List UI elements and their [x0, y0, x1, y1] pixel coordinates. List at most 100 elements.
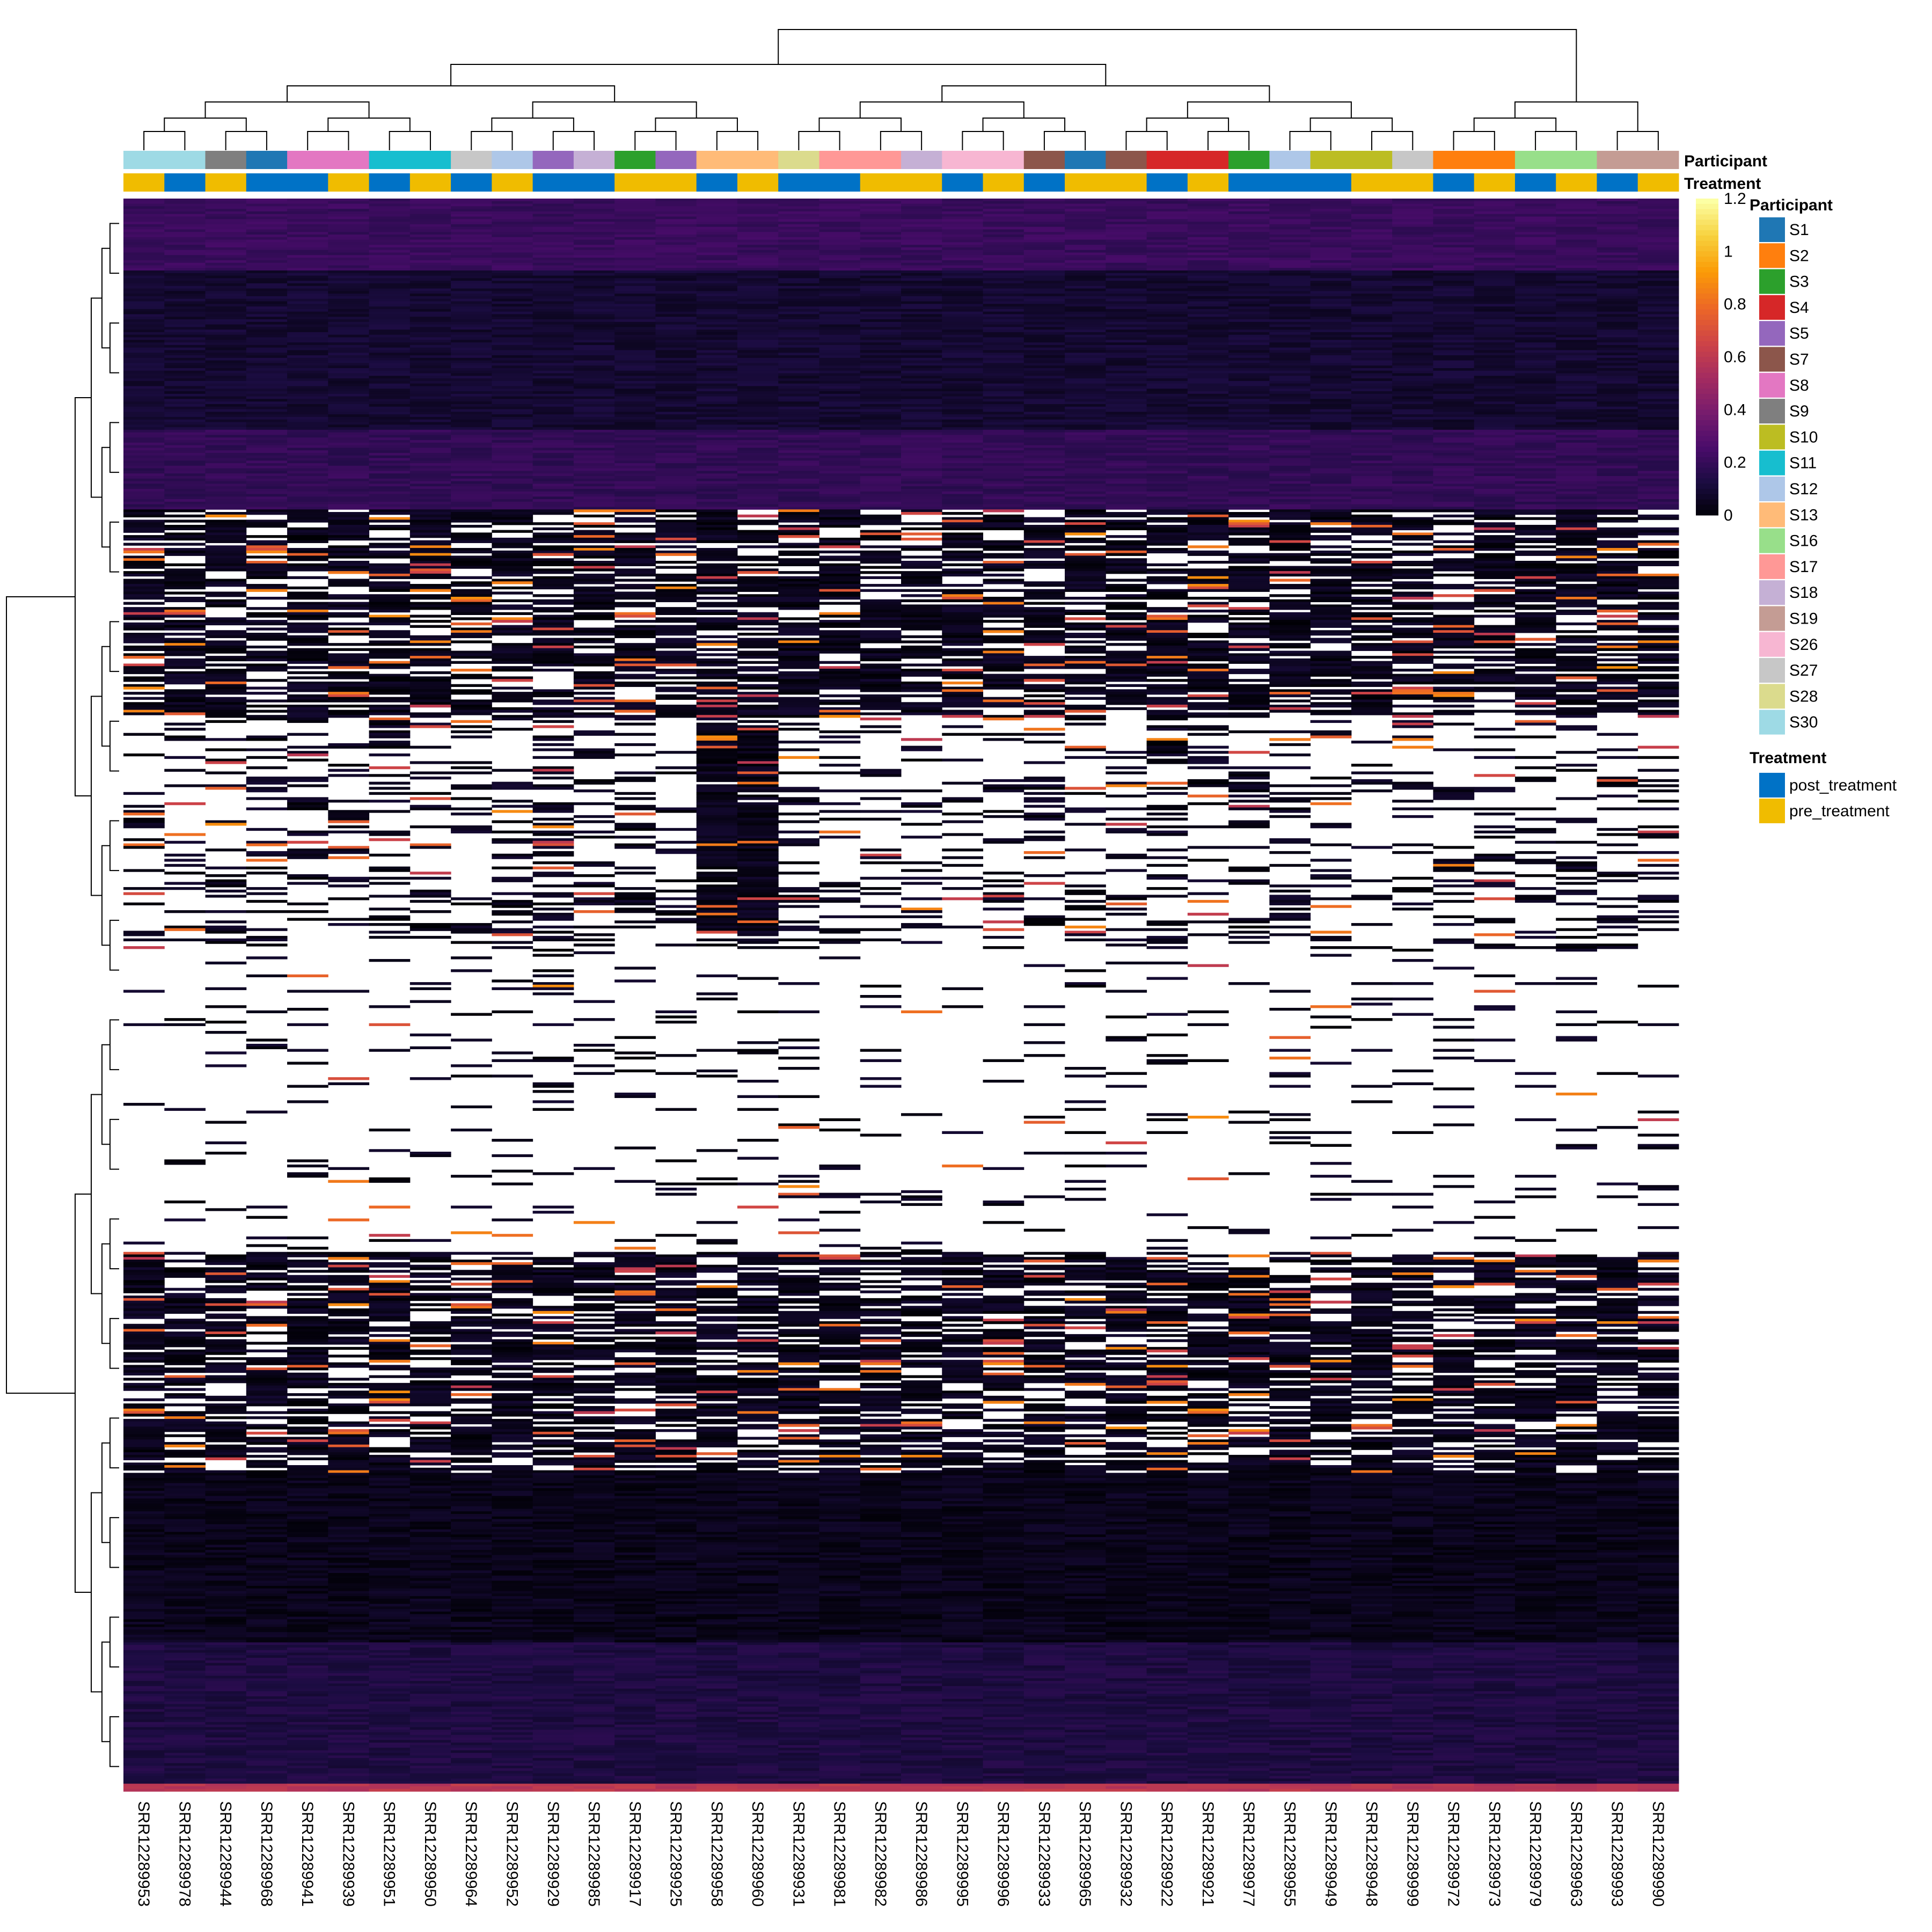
- heatmap-cell: [1310, 275, 1352, 279]
- heatmap-cell: [614, 321, 656, 325]
- heatmap-cell: [1146, 414, 1188, 418]
- heatmap-cell: [123, 409, 165, 412]
- treatment-cell-SRR12289999: [1392, 173, 1433, 192]
- heatmap-cell: [287, 442, 328, 446]
- heatmap-cell: [737, 429, 779, 433]
- heatmap-cell: [328, 317, 370, 320]
- heatmap-cell: [492, 321, 533, 325]
- heatmap-cell: [1637, 365, 1679, 369]
- heatmap-cell: [1556, 476, 1597, 479]
- heatmap-cell: [778, 499, 819, 502]
- heatmap-cell: [164, 342, 206, 346]
- heatmap-cell: [1392, 460, 1433, 464]
- heatmap-cell: [1556, 481, 1597, 484]
- heatmap-cell: [492, 440, 533, 443]
- heatmap-cell: [328, 275, 370, 279]
- heatmap-cell: [983, 491, 1024, 495]
- heatmap-cell: [123, 514, 165, 518]
- heatmap-cell: [1187, 370, 1229, 374]
- heatmap-cell: [1637, 255, 1679, 258]
- heatmap-cell: [901, 330, 942, 333]
- heatmap-cell: [1228, 450, 1270, 453]
- heatmap-cell: [573, 353, 615, 356]
- heatmap-cell: [1597, 304, 1638, 307]
- heatmap-cell: [1106, 481, 1147, 484]
- heatmap-cell: [860, 522, 902, 525]
- heatmap-cell: [655, 476, 697, 479]
- heatmap-cell: [1637, 368, 1679, 371]
- heatmap-cell: [1187, 265, 1229, 268]
- heatmap-cell: [901, 463, 942, 466]
- heatmap-cell: [942, 201, 984, 204]
- heatmap-cell: [1351, 414, 1393, 418]
- heatmap-cell: [614, 427, 656, 430]
- dendrogram-branch: [109, 521, 119, 573]
- heatmap-cell: [1269, 247, 1311, 251]
- heatmap-cell: [123, 319, 165, 323]
- heatmap-cell: [901, 319, 942, 323]
- heatmap-cell: [1106, 342, 1147, 346]
- heatmap-cell: [1433, 368, 1475, 371]
- heatmap-cell: [451, 448, 492, 451]
- heatmap-cell: [1065, 519, 1106, 523]
- dendrogram-branch: [101, 447, 110, 548]
- heatmap-cell: [492, 463, 533, 466]
- heatmap-cell: [1187, 448, 1229, 451]
- heatmap-cell: [409, 435, 451, 438]
- heatmap-cell: [696, 488, 738, 492]
- heatmap-cell: [164, 478, 206, 482]
- heatmap-cell: [1065, 409, 1106, 412]
- heatmap-cell: [205, 389, 247, 392]
- heatmap-cell: [492, 353, 533, 356]
- heatmap-cell: [123, 199, 165, 202]
- heatmap-cell: [1228, 432, 1270, 435]
- heatmap-cell: [1637, 327, 1679, 330]
- heatmap-cell: [1023, 298, 1065, 302]
- heatmap-cell: [532, 247, 574, 251]
- heatmap-cell: [369, 465, 411, 469]
- heatmap-cell: [164, 222, 206, 225]
- heatmap-cell: [819, 224, 861, 228]
- heatmap-cell: [409, 440, 451, 443]
- heatmap-cell: [451, 524, 492, 528]
- heatmap-cell: [451, 491, 492, 495]
- heatmap-cell: [1637, 393, 1679, 397]
- heatmap-cell: [532, 404, 574, 407]
- heatmap-cell: [451, 260, 492, 264]
- heatmap-cell: [1474, 296, 1516, 299]
- heatmap-cell: [737, 435, 779, 438]
- heatmap-cell: [451, 499, 492, 502]
- heatmap-cell: [287, 422, 328, 425]
- heatmap-cell: [696, 247, 738, 251]
- heatmap-cell: [1392, 347, 1433, 350]
- heatmap-cell: [696, 224, 738, 228]
- heatmap-cell: [1556, 260, 1597, 264]
- heatmap-cell: [1228, 442, 1270, 446]
- heatmap-cell: [942, 504, 984, 507]
- heatmap-cell: [655, 314, 697, 317]
- heatmap-cell: [492, 342, 533, 346]
- heatmap-cell: [1474, 337, 1516, 340]
- heatmap-cell: [778, 324, 819, 327]
- heatmap-cell: [205, 288, 247, 291]
- heatmap-cell: [1106, 327, 1147, 330]
- heatmap-cell: [1106, 219, 1147, 222]
- heatmap-cell: [532, 393, 574, 397]
- heatmap-cell: [1187, 491, 1229, 495]
- heatmap-cell: [1023, 273, 1065, 276]
- heatmap-cell: [369, 452, 411, 456]
- heatmap-cell: [1433, 319, 1475, 323]
- heatmap-cell: [778, 501, 819, 505]
- heatmap-cell: [1269, 455, 1311, 458]
- heatmap-cell: [1433, 422, 1475, 425]
- heatmap-cell: [1474, 448, 1516, 451]
- heatmap-cell: [1637, 471, 1679, 474]
- heatmap-cell: [1556, 450, 1597, 453]
- heatmap-cell: [1146, 317, 1188, 320]
- heatmap-cell: [901, 288, 942, 291]
- heatmap-cell: [1146, 214, 1188, 217]
- heatmap-cell: [1474, 429, 1516, 433]
- heatmap-cell: [532, 442, 574, 446]
- heatmap-cell: [860, 321, 902, 325]
- heatmap-cell: [1146, 484, 1188, 487]
